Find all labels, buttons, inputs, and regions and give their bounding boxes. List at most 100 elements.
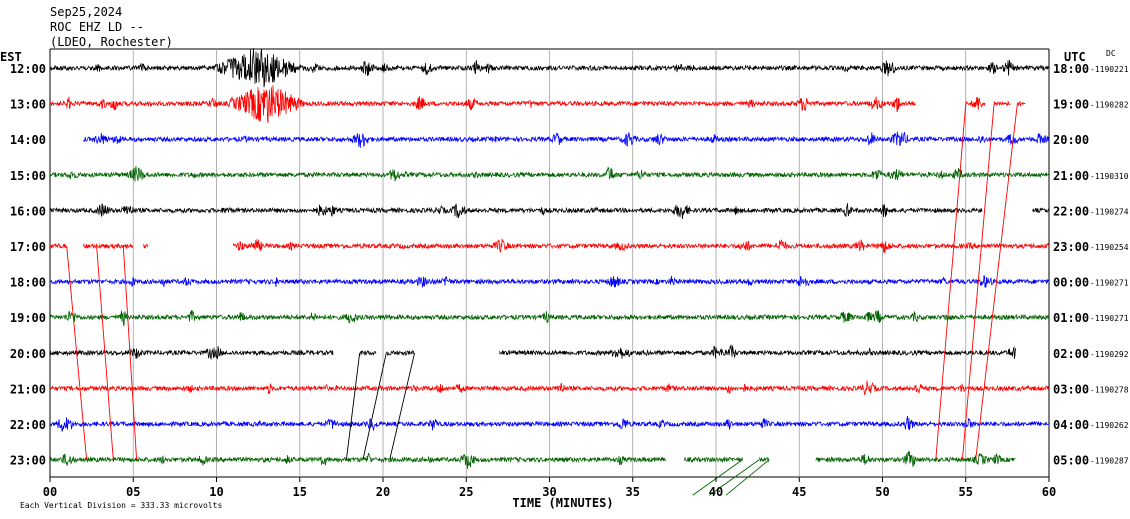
trace-row-13:00	[49, 85, 1026, 124]
trace-segment-14:00-0	[83, 131, 1050, 148]
utc-time-18:00: 18:00	[1053, 62, 1089, 76]
est-time-12:00: 12:00	[10, 62, 46, 76]
trace-segment-20:00-2	[385, 350, 415, 357]
dc-offset-01:00: -1190271	[1090, 314, 1129, 323]
connector-line-5	[975, 103, 1018, 460]
trace-segment-17:00-0	[49, 243, 67, 249]
connector-line-4	[961, 103, 995, 460]
x-tick-label-0: 00	[43, 485, 57, 499]
x-tick-label-60: 60	[1042, 485, 1056, 499]
utc-time-02:00: 02:00	[1053, 347, 1089, 361]
x-tick-label-10: 10	[209, 485, 223, 499]
trace-segment-20:00-1	[359, 350, 377, 357]
x-tick-label-30: 30	[542, 485, 556, 499]
connector-line-7	[362, 352, 387, 460]
trace-row-22:00	[49, 415, 1050, 432]
trace-row-21:00	[49, 380, 1050, 395]
est-time-20:00: 20:00	[10, 347, 46, 361]
trace-segment-23:00-2	[759, 456, 770, 463]
trace-segment-17:00-3	[232, 238, 1050, 254]
connector-line-2	[122, 245, 138, 460]
est-axis-label: EST	[0, 50, 22, 64]
trace-segment-23:00-3	[815, 451, 1016, 467]
trace-row-23:00	[49, 451, 1016, 469]
trace-row-12:00	[49, 48, 1050, 88]
utc-time-22:00: 22:00	[1053, 204, 1089, 218]
connector-line-3	[935, 103, 967, 460]
dc-label: DC	[1106, 49, 1116, 58]
dc-offset-05:00: -1190287	[1090, 457, 1129, 466]
x-tick-label-15: 15	[293, 485, 307, 499]
trace-segment-15:00-0	[49, 166, 1050, 182]
trace-segment-17:00-2	[143, 243, 149, 249]
dc-offset-23:00: -1190254	[1090, 243, 1129, 252]
connector-line-1	[96, 245, 114, 460]
connector-line-9	[692, 459, 743, 496]
trace-row-16:00	[49, 203, 1050, 220]
est-time-18:00: 18:00	[10, 276, 46, 290]
dc-offset-19:00: -1190282	[1090, 101, 1129, 110]
est-time-23:00: 23:00	[10, 454, 46, 468]
network-label: (LDEO, Rochester)	[50, 35, 173, 49]
dc-offset-02:00: -1190292	[1090, 350, 1129, 359]
dc-offset-00:00: -1190271	[1090, 279, 1129, 288]
trace-segment-17:00-1	[82, 242, 134, 250]
scale-note: Each Vertical Division = 333.33 microvol…	[20, 501, 222, 510]
trace-segment-13:00-0	[49, 85, 916, 124]
dc-offset-22:00: -1190274	[1090, 207, 1129, 216]
x-tick-label-50: 50	[875, 485, 889, 499]
trace-segment-16:00-0	[49, 203, 983, 220]
dc-offset-03:00: -1190278	[1090, 385, 1129, 394]
trace-row-15:00	[49, 166, 1050, 182]
trace-segment-16:00-1	[1032, 207, 1050, 214]
connector-line-11	[725, 459, 770, 496]
station-label: ROC EHZ LD --	[50, 20, 144, 34]
trace-segment-22:00-0	[49, 415, 1050, 432]
est-time-13:00: 13:00	[10, 98, 46, 112]
connector-line-10	[709, 459, 760, 496]
dc-offset-04:00: -1190262	[1090, 421, 1129, 430]
trace-segment-19:00-0	[49, 309, 1050, 327]
est-time-16:00: 16:00	[10, 204, 46, 218]
utc-time-04:00: 04:00	[1053, 418, 1089, 432]
time-gridlines	[49, 48, 1050, 478]
seismic-traces	[49, 48, 1050, 469]
utc-axis-label: UTC	[1064, 50, 1086, 64]
time-axis: 00 05 10 15 20 25 30 35 40 45 50 55 60	[43, 477, 1056, 499]
x-tick-label-20: 20	[376, 485, 390, 499]
dc-offset-21:00: -1190310	[1090, 172, 1129, 181]
x-tick-label-45: 45	[792, 485, 806, 499]
utc-time-01:00: 01:00	[1053, 311, 1089, 325]
connector-line-0	[66, 245, 88, 460]
connector-line-8	[389, 352, 416, 460]
x-tick-label-55: 55	[959, 485, 973, 499]
trace-segment-13:00-1	[965, 96, 986, 110]
cross-row-traces	[66, 103, 1018, 496]
trace-row-19:00	[49, 309, 1050, 327]
utc-time-23:00: 23:00	[1053, 240, 1089, 254]
trace-segment-13:00-2	[993, 100, 1011, 107]
utc-time-00:00: 00:00	[1053, 276, 1089, 290]
trace-segment-21:00-0	[49, 380, 1050, 395]
trace-segment-13:00-3	[1017, 100, 1026, 107]
date-label: Sep25,2024	[50, 5, 122, 19]
trace-segment-23:00-1	[684, 455, 743, 464]
est-time-21:00: 21:00	[10, 382, 46, 396]
est-time-17:00: 17:00	[10, 240, 46, 254]
trace-row-18:00	[49, 275, 1050, 288]
trace-row-17:00	[49, 238, 1050, 254]
trace-segment-23:00-0	[49, 452, 667, 469]
x-tick-label-5: 05	[126, 485, 140, 499]
trace-segment-20:00-3	[499, 344, 1016, 359]
trace-row-14:00	[83, 131, 1050, 148]
trace-segment-20:00-0	[49, 346, 334, 360]
utc-time-19:00: 19:00	[1053, 98, 1089, 112]
utc-time-05:00: 05:00	[1053, 454, 1089, 468]
est-time-14:00: 14:00	[10, 133, 46, 147]
trace-segment-18:00-0	[49, 275, 1050, 288]
utc-time-21:00: 21:00	[1053, 169, 1089, 183]
x-tick-label-40: 40	[709, 485, 723, 499]
trace-row-20:00	[49, 344, 1016, 360]
